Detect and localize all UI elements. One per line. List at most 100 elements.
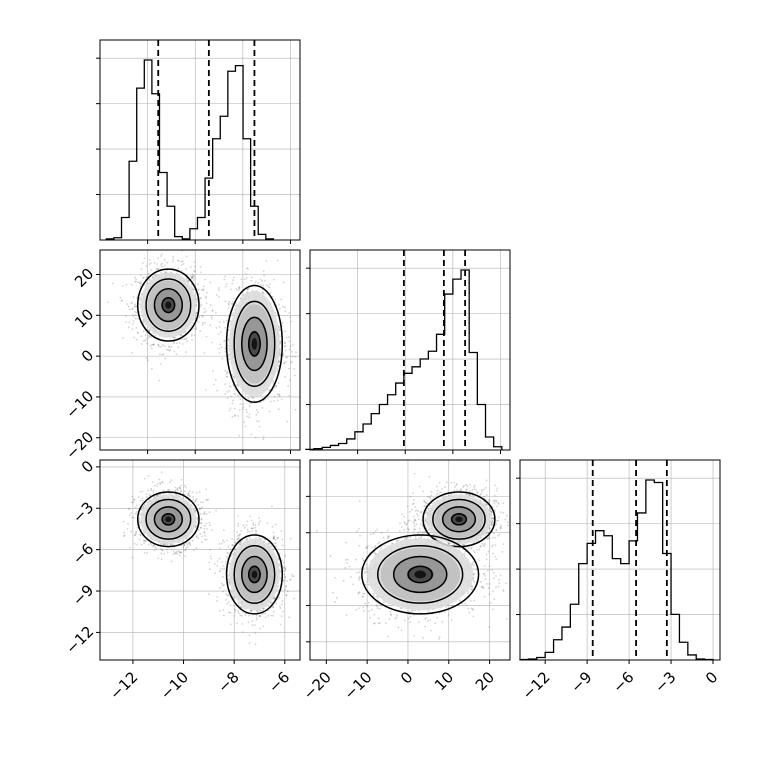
scatter-point <box>166 261 169 264</box>
scatter-point <box>176 488 179 490</box>
scatter-point <box>188 543 191 545</box>
scatter-point <box>281 610 284 613</box>
scatter-point <box>136 331 139 334</box>
scatter-point <box>199 533 202 535</box>
scatter-point <box>195 328 197 330</box>
scatter-point <box>246 288 249 291</box>
scatter-point <box>195 509 197 512</box>
scatter-point <box>134 314 137 316</box>
scatter-point <box>218 321 221 323</box>
scatter-point <box>214 311 217 314</box>
scatter-point <box>262 438 265 441</box>
scatter-point <box>284 345 287 347</box>
scatter-point <box>172 550 175 552</box>
scatter-point <box>233 377 236 380</box>
scatter-point <box>194 328 197 330</box>
scatter-point <box>250 402 253 405</box>
scatter-point <box>131 556 134 559</box>
scatter-point <box>247 267 249 270</box>
scatter-point <box>200 303 203 306</box>
scatter-point <box>196 517 199 520</box>
scatter-point <box>230 395 233 398</box>
scatter-point <box>231 415 234 418</box>
scatter-point <box>199 297 202 299</box>
scatter-point <box>280 615 283 618</box>
scatter-point <box>272 380 275 383</box>
scatter-point <box>246 267 248 270</box>
scatter-point <box>179 487 181 490</box>
scatter-point <box>143 257 146 260</box>
scatter-point <box>254 624 256 627</box>
scatter-point <box>143 552 146 554</box>
scatter-point <box>279 623 282 626</box>
scatter-point <box>196 516 198 519</box>
scatter-point <box>178 486 181 489</box>
scatter-point <box>150 269 152 271</box>
scatter-point <box>131 351 133 354</box>
scatter-point <box>263 538 266 541</box>
scatter-point <box>193 261 196 263</box>
scatter-point <box>180 269 183 272</box>
scatter-point <box>234 304 237 307</box>
scatter-point <box>234 609 237 612</box>
scatter-point <box>172 255 175 258</box>
scatter-point <box>193 288 196 290</box>
scatter-point <box>137 495 140 498</box>
scatter-point <box>193 274 195 277</box>
scatter-point <box>287 385 290 387</box>
scatter-point <box>137 281 139 284</box>
scatter-point <box>186 545 189 548</box>
scatter-point <box>135 311 138 314</box>
scatter-point <box>160 345 162 348</box>
scatter-point <box>195 536 198 539</box>
scatter-point <box>241 408 244 411</box>
scatter-point <box>148 329 150 332</box>
scatter-point <box>131 501 134 504</box>
scatter-point <box>231 544 234 547</box>
scatter-point <box>239 543 241 545</box>
scatter-point <box>248 402 251 404</box>
scatter-point <box>289 320 292 323</box>
scatter-point <box>178 551 181 554</box>
scatter-point <box>238 434 240 437</box>
scatter-point <box>174 489 177 492</box>
scatter-point <box>159 353 161 356</box>
scatter-point <box>295 351 297 354</box>
scatter-point <box>207 498 209 501</box>
scatter-point <box>152 544 155 547</box>
scatter-point <box>234 611 237 614</box>
scatter-point <box>160 552 163 555</box>
scatter-point <box>139 499 142 502</box>
scatter-point <box>258 537 261 540</box>
scatter-point <box>265 260 268 262</box>
scatter-point <box>250 279 253 282</box>
scatter-point <box>203 321 206 324</box>
scatter-point <box>135 530 138 533</box>
scatter-point <box>257 411 259 414</box>
scatter-point <box>200 522 203 524</box>
scatter-point <box>236 384 239 386</box>
scatter-point <box>283 566 286 569</box>
scatter-point <box>219 343 222 346</box>
scatter-point <box>230 288 233 291</box>
scatter-point <box>284 349 287 352</box>
scatter-point <box>198 316 201 319</box>
scatter-point <box>174 336 177 339</box>
scatter-point <box>205 335 208 338</box>
scatter-point <box>246 530 249 533</box>
scatter-point <box>171 260 174 263</box>
scatter-point <box>153 496 156 498</box>
scatter-point <box>164 271 166 273</box>
scatter-point <box>166 543 169 546</box>
scatter-point <box>284 310 287 313</box>
scatter-point <box>259 627 262 630</box>
scatter-point <box>294 408 297 411</box>
scatter-point <box>226 391 229 393</box>
scatter-point <box>139 282 142 285</box>
scatter-point <box>140 335 143 338</box>
scatter-point <box>214 572 216 575</box>
scatter-point <box>291 355 294 358</box>
scatter-point <box>269 388 271 391</box>
scatter-point <box>131 307 134 310</box>
scatter-point <box>132 320 135 322</box>
